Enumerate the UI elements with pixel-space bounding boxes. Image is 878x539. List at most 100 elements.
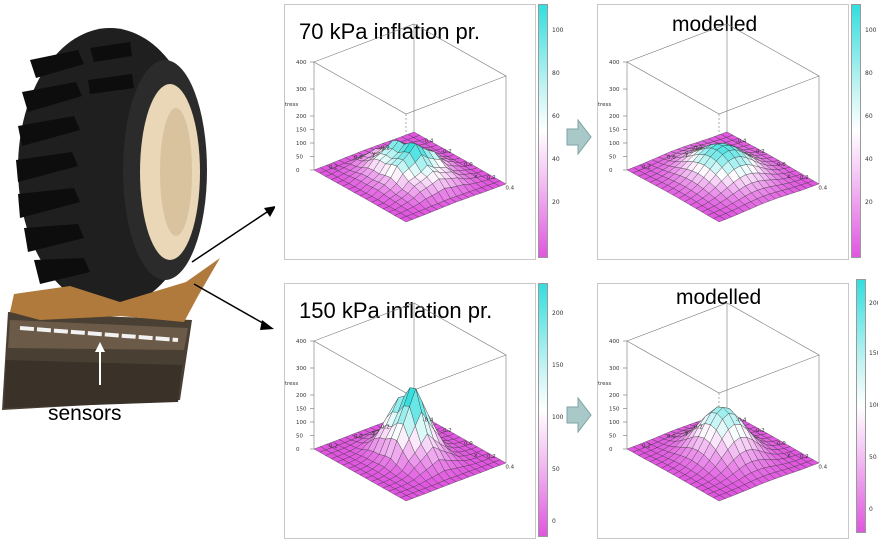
z-tick-label: 0	[609, 447, 613, 453]
y-tick-label: 0.0	[354, 434, 363, 440]
mesh-cell	[399, 495, 413, 502]
measured-plot-150kpa: 150 kPa inflation pr. 400 300 200 150 100 50 0…	[284, 283, 536, 539]
colorbar-tick: 100	[869, 402, 878, 409]
x-axis-label: x	[787, 452, 791, 459]
colorbar-tick: 100	[552, 414, 564, 421]
z-axis-label: stress	[598, 102, 611, 108]
z-tick-label: 300	[609, 87, 620, 93]
z-tick-label: 200	[296, 114, 307, 120]
x-tick-label: 0.4	[818, 185, 827, 191]
colorbar	[538, 283, 548, 537]
surface-mesh	[313, 387, 507, 502]
surface-mesh	[313, 131, 507, 223]
x-tick-label: -0.4	[736, 418, 747, 424]
x-tick-label: 0.0	[777, 162, 786, 168]
x-tick-label: -0.2	[754, 428, 765, 434]
z-tick-label: 100	[609, 141, 620, 147]
surface-plot: 400300200150100500stress0.20.0-0.2y0.40.…	[285, 23, 515, 223]
mesh-cell	[712, 215, 726, 223]
x-tick-label: -0.4	[423, 139, 434, 145]
z-tick-label: 200	[609, 393, 620, 399]
colorbar-tick: 50	[869, 454, 877, 461]
z-tick-label: 100	[296, 141, 307, 147]
x-tick-label: 0.2	[487, 175, 496, 181]
colorbar	[851, 4, 861, 258]
z-axis-label: stress	[285, 381, 298, 387]
x-tick-label: -0.2	[441, 149, 452, 155]
panel-title: 150 kPa inflation pr.	[299, 298, 493, 323]
x-tick-label: 0.2	[800, 175, 809, 181]
colorbar-tick: 80	[552, 70, 560, 77]
arrow-right-icon	[566, 396, 592, 434]
measured-plot-70kpa: 70 kPa inflation pr. 400 300 200 150 100 50 0 s…	[284, 4, 536, 260]
pointer-arrow-top	[191, 209, 271, 263]
colorbar-tick: 200	[552, 310, 564, 317]
surface-mesh	[626, 406, 820, 502]
modelled-plot-70kpa: modelled 400 300 200 150 100 50 0 stress 0.2 0.0 -…	[597, 4, 849, 260]
z-tick-label: 300	[296, 366, 307, 372]
surface-plot: 400300200150100500stress0.20.0-0.2y0.40.…	[598, 302, 828, 502]
z-tick-label: 300	[609, 366, 620, 372]
modelled-plot-150kpa: modelled 400 300 200 150 100 50 0 stress 0.2 0.0 -…	[597, 283, 849, 539]
colorbar-tick: 150	[552, 362, 564, 369]
colorbar-tick: 200	[869, 300, 878, 307]
colorbar	[538, 4, 548, 258]
z-tick-label: 300	[296, 87, 307, 93]
colorbar-tick: 100	[552, 27, 564, 34]
colorbar-tick: 40	[552, 156, 560, 163]
z-tick-label: 400	[296, 339, 307, 345]
y-tick-label: 0.2	[329, 165, 338, 171]
x-tick-label: -0.2	[754, 149, 765, 155]
colorbar	[856, 279, 866, 533]
z-tick-label: 50	[296, 434, 303, 440]
y-tick-label: 0.2	[642, 165, 651, 171]
colorbar-tick: 20	[552, 199, 560, 206]
z-tick-label: 150	[609, 128, 620, 134]
panel-title: 70 kPa inflation pr.	[299, 19, 481, 44]
arrow-right-icon	[566, 118, 592, 156]
z-tick-label: 50	[296, 155, 303, 161]
colorbar-tick: 80	[865, 70, 873, 77]
colorbar-tick: 150	[869, 350, 878, 357]
y-tick-label: 0.0	[667, 434, 676, 440]
surface-plot: 400300200150100500stress0.20.0-0.2y0.40.…	[598, 23, 828, 223]
y-axis-label: y	[685, 430, 689, 437]
y-axis-label: y	[372, 151, 376, 158]
y-tick-label: -0.2	[379, 146, 390, 152]
colorbar-tick: 0	[869, 506, 873, 513]
y-tick-label: -0.2	[379, 425, 390, 431]
z-tick-label: 150	[296, 407, 307, 413]
surface-plot: 400300200150100500stress0.20.0-0.2y0.40.…	[285, 302, 515, 502]
colorbar-tick: 100	[865, 27, 877, 34]
z-tick-label: 0	[296, 447, 300, 453]
z-tick-label: 50	[609, 434, 616, 440]
z-axis-label: stress	[285, 102, 298, 108]
soil-layer	[10, 258, 220, 322]
panel-title: modelled	[676, 286, 762, 309]
y-tick-label: 0.0	[667, 155, 676, 161]
mesh-cell	[712, 495, 726, 502]
x-tick-label: 0.2	[487, 454, 496, 460]
z-tick-label: 150	[296, 128, 307, 134]
sensors-label: sensors	[48, 402, 122, 425]
x-tick-label: 0.0	[777, 441, 786, 447]
z-tick-label: 400	[609, 60, 620, 66]
y-tick-label: 0.0	[354, 155, 363, 161]
y-axis-label: y	[685, 151, 689, 158]
z-axis-label: stress	[598, 381, 611, 387]
x-tick-label: 0.4	[505, 185, 514, 191]
colorbar-tick: 50	[552, 466, 560, 473]
x-axis-label: x	[474, 173, 478, 180]
z-tick-label: 50	[609, 155, 616, 161]
colorbar-tick: 0	[552, 518, 556, 525]
colorbar-tick: 20	[865, 199, 873, 206]
mesh-cell	[399, 216, 413, 223]
pointer-arrow-bottom	[193, 283, 269, 327]
colorbar-tick: 60	[865, 113, 873, 120]
z-tick-label: 200	[296, 393, 307, 399]
panel-title: modelled	[672, 13, 758, 36]
z-tick-label: 100	[609, 420, 620, 426]
z-tick-label: 0	[296, 168, 300, 174]
x-tick-label: -0.2	[441, 428, 452, 434]
tire-icon	[16, 28, 207, 308]
